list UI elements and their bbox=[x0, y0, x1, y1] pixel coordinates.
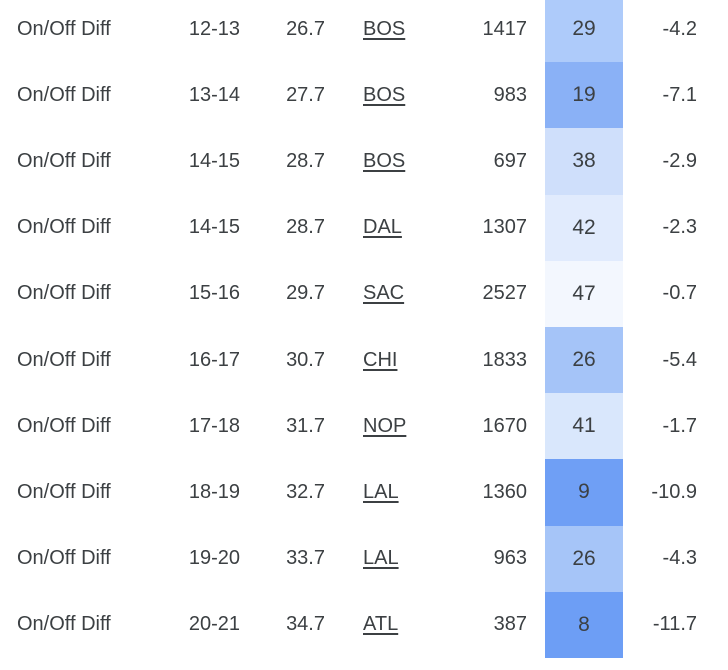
minutes-cell: 1360 bbox=[482, 480, 528, 503]
table-row: On/Off Diff 18-19 32.7 LAL 1360 9 -10.9 bbox=[0, 459, 728, 526]
stat-label: On/Off Diff bbox=[17, 282, 111, 305]
age-cell: 31.7 bbox=[286, 414, 325, 437]
percentile-cell: 19 bbox=[545, 62, 623, 129]
stat-label: On/Off Diff bbox=[17, 216, 111, 239]
team-cell: LAL bbox=[325, 481, 445, 504]
minutes-cell: 697 bbox=[493, 149, 527, 172]
team-cell: BOS bbox=[325, 84, 445, 107]
age-cell: 32.7 bbox=[286, 480, 325, 503]
diff-cell: -2.9 bbox=[662, 149, 697, 172]
season-cell: 17-18 bbox=[188, 414, 240, 437]
team-cell: SAC bbox=[325, 282, 445, 305]
age-cell: 30.7 bbox=[286, 348, 325, 371]
team-link[interactable]: DAL bbox=[363, 216, 402, 239]
team-link[interactable]: LAL bbox=[363, 547, 399, 570]
season-cell: 12-13 bbox=[188, 17, 240, 40]
percentile-cell: 38 bbox=[545, 128, 623, 195]
minutes-cell: 2527 bbox=[482, 282, 528, 305]
diff-cell: -11.7 bbox=[652, 613, 697, 636]
diff-cell: -7.1 bbox=[662, 83, 697, 106]
percentile-cell: 9 bbox=[545, 459, 623, 526]
diff-cell: -5.4 bbox=[662, 348, 697, 371]
percentile-cell: 41 bbox=[545, 393, 623, 460]
table-row: On/Off Diff 16-17 30.7 CHI 1833 26 -5.4 bbox=[0, 326, 728, 394]
team-link[interactable]: SAC bbox=[363, 282, 405, 305]
minutes-cell: 387 bbox=[493, 613, 527, 636]
team-link[interactable]: BOS bbox=[363, 17, 406, 40]
diff-cell: -0.7 bbox=[662, 282, 697, 305]
age-cell: 29.7 bbox=[286, 282, 325, 305]
table-row: On/Off Diff 20-21 34.7 ATL 387 8 -11.7 bbox=[0, 591, 728, 658]
age-cell: 33.7 bbox=[286, 547, 325, 570]
stat-label: On/Off Diff bbox=[17, 414, 111, 437]
team-link[interactable]: BOS bbox=[363, 149, 406, 172]
season-cell: 14-15 bbox=[188, 216, 240, 239]
table-row: On/Off Diff 14-15 28.7 BOS 697 38 -2.9 bbox=[0, 128, 728, 195]
diff-cell: -4.3 bbox=[662, 547, 697, 570]
minutes-cell: 1417 bbox=[482, 17, 528, 40]
age-cell: 26.7 bbox=[286, 17, 325, 40]
team-link[interactable]: CHI bbox=[363, 348, 398, 371]
percentile-cell: 42 bbox=[545, 194, 623, 261]
team-cell: CHI bbox=[325, 349, 445, 372]
minutes-cell: 983 bbox=[493, 83, 527, 106]
team-link[interactable]: BOS bbox=[363, 83, 406, 106]
stat-label: On/Off Diff bbox=[17, 348, 111, 371]
season-cell: 13-14 bbox=[188, 83, 240, 106]
percentile-cell: 47 bbox=[545, 260, 623, 327]
table-row: On/Off Diff 12-13 26.7 BOS 1417 29 -4.2 bbox=[0, 0, 728, 63]
table-row: On/Off Diff 15-16 29.7 SAC 2527 47 -0.7 bbox=[0, 260, 728, 327]
season-cell: 15-16 bbox=[188, 282, 240, 305]
minutes-cell: 963 bbox=[493, 547, 527, 570]
table-row: On/Off Diff 17-18 31.7 NOP 1670 41 -1.7 bbox=[0, 393, 728, 460]
minutes-cell: 1307 bbox=[482, 216, 528, 239]
minutes-cell: 1670 bbox=[482, 414, 528, 437]
team-cell: BOS bbox=[325, 18, 445, 41]
team-cell: ATL bbox=[325, 613, 445, 636]
percentile-cell: 26 bbox=[545, 326, 623, 394]
team-link[interactable]: LAL bbox=[363, 480, 399, 503]
team-cell: LAL bbox=[325, 547, 445, 570]
stat-label: On/Off Diff bbox=[17, 83, 111, 106]
team-link[interactable]: ATL bbox=[363, 613, 399, 636]
team-cell: NOP bbox=[325, 415, 445, 438]
percentile-cell: 29 bbox=[545, 0, 623, 63]
stat-label: On/Off Diff bbox=[17, 547, 111, 570]
table-row: On/Off Diff 19-20 33.7 LAL 963 26 -4.3 bbox=[0, 525, 728, 592]
diff-cell: -1.7 bbox=[662, 414, 697, 437]
age-cell: 28.7 bbox=[286, 149, 325, 172]
season-cell: 18-19 bbox=[188, 480, 240, 503]
diff-cell: -4.2 bbox=[662, 17, 697, 40]
team-link[interactable]: NOP bbox=[363, 414, 407, 437]
age-cell: 34.7 bbox=[286, 613, 325, 636]
season-cell: 16-17 bbox=[188, 348, 240, 371]
stat-label: On/Off Diff bbox=[17, 613, 111, 636]
percentile-cell: 26 bbox=[545, 525, 623, 592]
percentile-cell: 8 bbox=[545, 591, 623, 658]
table-row: On/Off Diff 13-14 27.7 BOS 983 19 -7.1 bbox=[0, 62, 728, 129]
team-cell: BOS bbox=[325, 150, 445, 173]
season-cell: 20-21 bbox=[188, 613, 240, 636]
diff-cell: -10.9 bbox=[651, 480, 697, 503]
stat-label: On/Off Diff bbox=[17, 17, 111, 40]
age-cell: 27.7 bbox=[286, 83, 325, 106]
stat-label: On/Off Diff bbox=[17, 149, 111, 172]
minutes-cell: 1833 bbox=[482, 348, 528, 371]
season-cell: 19-20 bbox=[188, 547, 240, 570]
season-cell: 14-15 bbox=[188, 149, 240, 172]
age-cell: 28.7 bbox=[286, 216, 325, 239]
stat-label: On/Off Diff bbox=[17, 480, 111, 503]
diff-cell: -2.3 bbox=[662, 216, 697, 239]
team-cell: DAL bbox=[325, 216, 445, 239]
table-row: On/Off Diff 14-15 28.7 DAL 1307 42 -2.3 bbox=[0, 194, 728, 261]
